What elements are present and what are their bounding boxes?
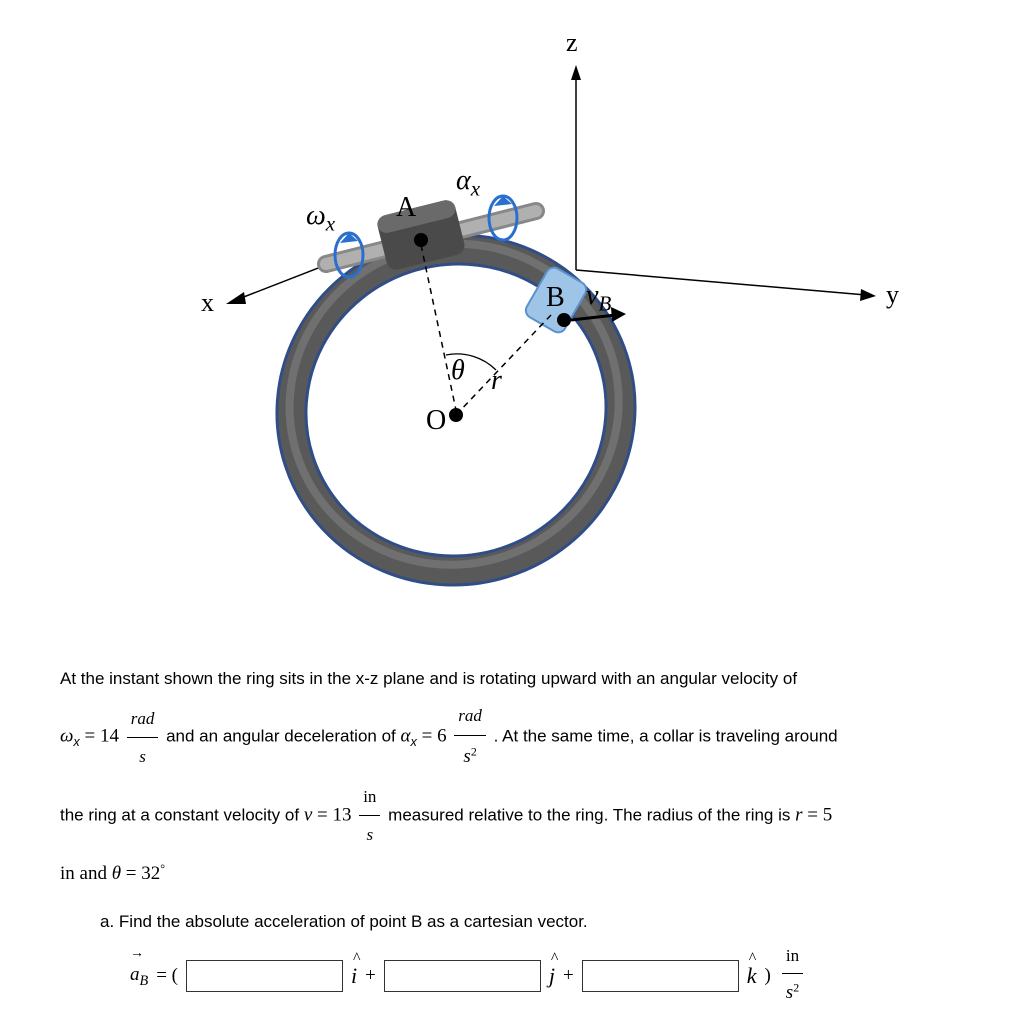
line-Or <box>456 315 551 415</box>
answer-line: aB = ( i + j + k) ins2 <box>100 939 942 1012</box>
i-hat: i <box>351 954 357 998</box>
diagram-container: z x y ωx αx A B O vB θ r <box>86 20 936 640</box>
r-label: r <box>491 365 502 397</box>
vB-label: vB <box>586 280 611 317</box>
B-label: B <box>546 282 565 314</box>
problem-statement: At the instant shown the ring sits in th… <box>20 660 1002 895</box>
physics-diagram <box>86 20 936 640</box>
A-label: A <box>396 192 416 224</box>
O-label: O <box>426 405 446 437</box>
y-arrow <box>860 289 876 301</box>
input-j[interactable] <box>384 960 541 992</box>
z-arrow <box>571 65 581 80</box>
omega-label: ωx <box>306 200 335 237</box>
y-axis <box>576 270 866 295</box>
j-hat: j <box>549 954 555 998</box>
x-arrow <box>226 292 246 304</box>
z-label: z <box>566 28 578 58</box>
input-k[interactable] <box>582 960 739 992</box>
y-label: y <box>886 280 899 310</box>
point-A-dot <box>414 233 428 247</box>
k-hat: k <box>747 954 757 998</box>
alpha-label: αx <box>456 165 480 202</box>
x-label: x <box>201 288 214 318</box>
theta-label: θ <box>451 355 465 387</box>
question-a: a. Find the absolute acceleration of poi… <box>20 895 1002 1012</box>
point-B-dot <box>557 313 571 327</box>
input-i[interactable] <box>186 960 343 992</box>
